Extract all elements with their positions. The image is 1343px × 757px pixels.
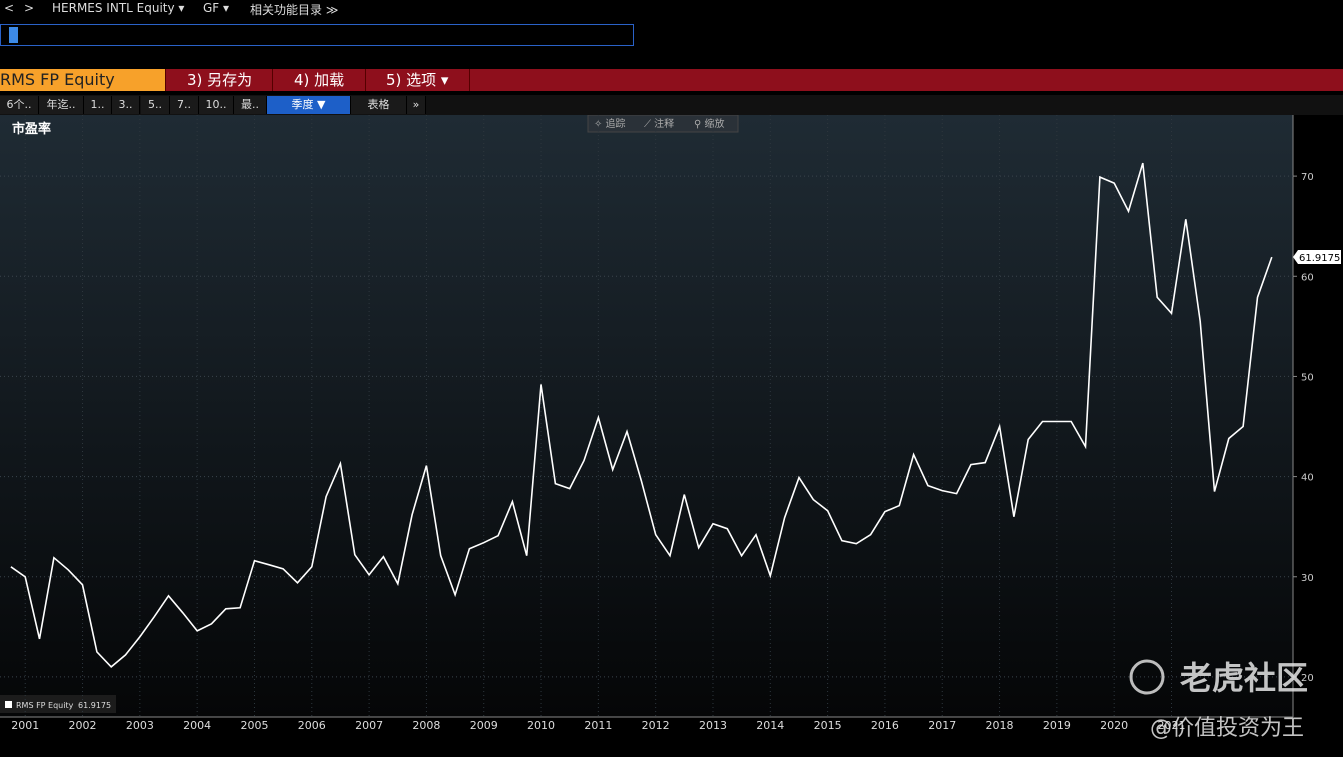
x-tick-label: 2010: [527, 719, 555, 732]
x-tick-label: 2007: [355, 719, 383, 732]
x-tick-label: 2012: [642, 719, 670, 732]
period-button[interactable]: 7..: [170, 96, 199, 114]
function[interactable]: GF ▾: [203, 1, 230, 15]
period-button[interactable]: 1..: [84, 96, 112, 114]
x-tick-label: 2019: [1043, 719, 1071, 732]
legend-value: 61.9175: [78, 701, 111, 710]
x-tick-label: 2013: [699, 719, 727, 732]
x-tick-label: 2006: [298, 719, 326, 732]
period-button[interactable]: 年迄..: [39, 96, 84, 114]
ticker-tab[interactable]: RMS FP Equity: [0, 69, 166, 91]
cursor: [9, 27, 18, 43]
tab[interactable]: 3) 另存为: [167, 69, 273, 91]
last-value-label: 61.9175: [1299, 253, 1340, 264]
period-button[interactable]: 10..: [199, 96, 234, 114]
x-tick-label: 2004: [183, 719, 211, 732]
chart-title: 市盈率: [12, 121, 51, 137]
y-tick-label: 50: [1301, 372, 1314, 383]
back[interactable]: <: [4, 1, 15, 15]
plot-background: [0, 115, 1293, 717]
period-button[interactable]: 6个..: [0, 96, 39, 114]
period-button[interactable]: 最..: [234, 96, 267, 114]
x-tick-label: 2021: [1157, 719, 1185, 732]
x-tick-label: 2009: [470, 719, 498, 732]
y-tick-label: 20: [1301, 673, 1314, 684]
x-tick-label: 2001: [11, 719, 39, 732]
period-button[interactable]: 5..: [141, 96, 170, 114]
y-tick-label: 40: [1301, 473, 1314, 484]
y-tick-label: 60: [1301, 272, 1314, 283]
watermark-icon: [1129, 659, 1165, 695]
x-tick-label: 2002: [69, 719, 97, 732]
forward[interactable]: >: [24, 1, 35, 15]
x-tick-label: 2005: [240, 719, 268, 732]
tool-button[interactable]: ✧ 追踪: [594, 117, 626, 130]
security[interactable]: HERMES INTL Equity ▾: [52, 1, 185, 15]
x-tick-label: 2017: [928, 719, 956, 732]
y-tick-label: 30: [1301, 573, 1314, 584]
line-series: [10, 162, 1273, 668]
legend: [0, 695, 116, 713]
watermark-logo: 老虎社区: [1180, 659, 1308, 697]
x-tick-label: 2018: [986, 719, 1014, 732]
x-tick-label: 2003: [126, 719, 154, 732]
axis-background: [1293, 115, 1343, 717]
period-button[interactable]: 3..: [112, 96, 140, 114]
tool-bar: [587, 115, 739, 133]
watermark-author: @价值投资为王: [1150, 716, 1304, 741]
legend-label: RMS FP Equity: [16, 701, 74, 710]
more-button[interactable]: »: [407, 96, 426, 114]
tool-button[interactable]: ⚲ 缩放: [694, 117, 725, 130]
tab-bar: [0, 69, 1343, 91]
y-tick-label: 70: [1301, 172, 1314, 183]
x-tick-label: 2016: [871, 719, 899, 732]
chart: 市盈率 ✧ 追踪 ⟋ 注释 ⚲ 缩放 RMS FP Equity 61.9175 2…: [0, 115, 1343, 741]
x-tick-label: 2011: [584, 719, 612, 732]
x-tick-label: 2020: [1100, 719, 1128, 732]
command-input[interactable]: [0, 24, 634, 46]
x-tick-label: 2008: [412, 719, 440, 732]
last-value-box: [1293, 250, 1341, 265]
frequency-button[interactable]: 季度 ▼: [267, 96, 351, 114]
table-button[interactable]: 表格: [351, 96, 407, 114]
legend-swatch: [5, 701, 12, 708]
tool-button[interactable]: ⟋ 注释: [644, 117, 674, 130]
menu[interactable]: 相关功能目录 ≫: [250, 3, 339, 17]
x-tick-label: 2015: [814, 719, 842, 732]
x-tick-label: 2014: [756, 719, 784, 732]
tab[interactable]: 5) 选项 ▾: [366, 69, 470, 91]
x-axis-background: [0, 717, 1293, 737]
tab[interactable]: 4) 加载: [274, 69, 366, 91]
